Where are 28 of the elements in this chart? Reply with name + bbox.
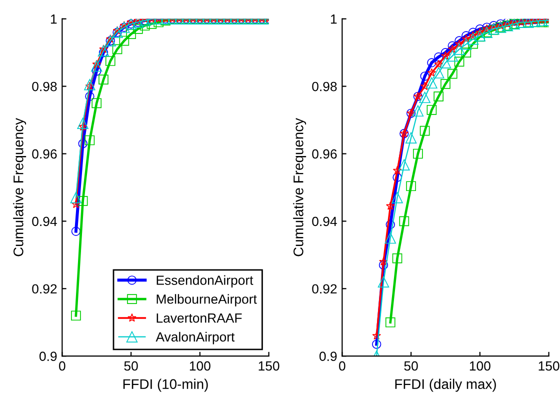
legend-label: LavertonRAAF [156,314,242,323]
y-tick-label: 1 [330,14,337,24]
y-tick-label: 0.94 [32,216,57,226]
y-tick-label: 0.96 [312,149,337,159]
x-tick-label: 100 [190,361,210,371]
x-tick-label: 50 [124,361,138,371]
y-tick-label: 0.96 [32,149,57,159]
y-tick-label: 0.98 [312,82,337,92]
y-tick-label: 0.92 [32,284,57,294]
y-tick-label: 1 [50,14,57,24]
x-axis-title: FFDI (daily max) [395,378,496,392]
x-tick-label: 100 [470,361,490,371]
y-tick-label: 0.94 [312,216,337,226]
x-tick-label: 0 [339,361,346,371]
x-tick-label: 150 [258,361,280,371]
y-tick-label: 0.9 [39,352,57,361]
legend-label: MelbourneAirport [156,294,257,306]
y-axis-title: Cumulative Frequency [13,118,26,256]
legend-label: EssendonAirport [156,275,254,288]
x-tick-label: 50 [404,361,418,371]
x-axis-title: FFDI (10-min) [123,378,208,392]
y-tick-label: 0.92 [312,284,337,294]
y-tick-label: 0.98 [32,82,57,92]
y-axis-title: Cumulative Frequency [293,118,306,256]
y-tick-label: 0.9 [319,352,337,361]
x-tick-label: 0 [59,361,66,371]
x-tick-label: 150 [538,361,560,371]
legend-label: AvalonAirport [156,332,235,344]
